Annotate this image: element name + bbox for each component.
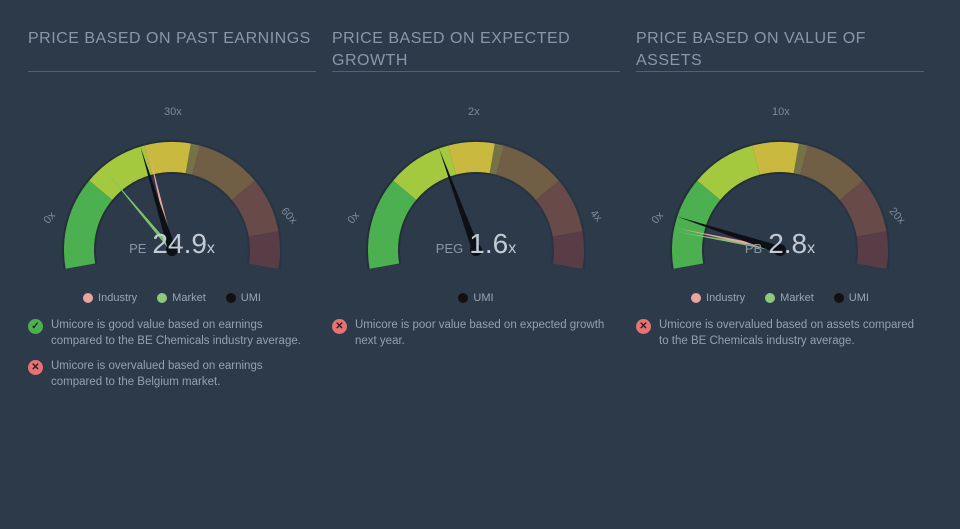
cross-icon: ✕ bbox=[332, 319, 347, 334]
dashboard: PRICE BASED ON PAST EARNINGS 0x 30x 60x … bbox=[0, 0, 960, 529]
metric-value: 24.9 bbox=[152, 228, 207, 259]
legend-market: Market bbox=[157, 292, 206, 304]
metric-value: 2.8 bbox=[768, 228, 807, 259]
cross-icon: ✕ bbox=[28, 360, 43, 375]
metric-label: PE bbox=[129, 241, 146, 256]
gauge-pb: 0x 10x 20x PB2.8x bbox=[640, 90, 920, 290]
panel-title: PRICE BASED ON PAST EARNINGS bbox=[28, 28, 316, 72]
tick-top: 30x bbox=[164, 106, 182, 118]
value-row: PEG 1.6x bbox=[336, 228, 616, 260]
gauge-pe: 0x 30x 60x PE24.9x bbox=[32, 90, 312, 290]
panel-title: PRICE BASED ON EXPECTED GROWTH bbox=[332, 28, 620, 72]
legend-label: UMI bbox=[849, 292, 869, 304]
note-text: Umicore is overvalued based on earnings … bbox=[51, 359, 316, 390]
dot-icon bbox=[691, 293, 701, 303]
note: ✕ Umicore is overvalued based on assets c… bbox=[636, 318, 924, 349]
metric-suffix: x bbox=[807, 240, 815, 257]
cross-icon: ✕ bbox=[636, 319, 651, 334]
notes: ✕ Umicore is poor value based on expected… bbox=[332, 318, 620, 349]
metric-label: PB bbox=[745, 241, 762, 256]
tick-top: 10x bbox=[772, 106, 790, 118]
dot-icon bbox=[157, 293, 167, 303]
legend-label: Industry bbox=[98, 292, 137, 304]
legend-label: UMI bbox=[473, 292, 493, 304]
legend-market: Market bbox=[765, 292, 814, 304]
metric-value: 1.6 bbox=[469, 228, 508, 259]
check-icon: ✓ bbox=[28, 319, 43, 334]
legend-label: Industry bbox=[706, 292, 745, 304]
panel-expected-growth: PRICE BASED ON EXPECTED GROWTH 0x 2x 4x … bbox=[332, 28, 636, 509]
notes: ✕ Umicore is overvalued based on assets c… bbox=[636, 318, 924, 349]
legend: Industry Market UMI bbox=[28, 292, 316, 304]
note-text: Umicore is overvalued based on assets co… bbox=[659, 318, 924, 349]
panel-title: PRICE BASED ON VALUE OF ASSETS bbox=[636, 28, 924, 72]
notes: ✓ Umicore is good value based on earnings… bbox=[28, 318, 316, 390]
dot-icon bbox=[458, 293, 468, 303]
metric-suffix: x bbox=[508, 240, 516, 257]
panel-past-earnings: PRICE BASED ON PAST EARNINGS 0x 30x 60x … bbox=[28, 28, 332, 509]
legend-label: Market bbox=[780, 292, 814, 304]
metric-suffix: x bbox=[207, 240, 215, 257]
gauge-peg: 0x 2x 4x PEG1.6x bbox=[336, 90, 616, 290]
value-row: PE 24.9x bbox=[32, 228, 312, 260]
legend: UMI bbox=[332, 292, 620, 304]
legend-umi: UMI bbox=[458, 292, 493, 304]
note: ✕ Umicore is poor value based on expected… bbox=[332, 318, 620, 349]
note: ✕ Umicore is overvalued based on earnings… bbox=[28, 359, 316, 390]
tick-top: 2x bbox=[468, 106, 480, 118]
metric-label: PEG bbox=[436, 241, 463, 256]
legend-umi: UMI bbox=[226, 292, 261, 304]
legend-umi: UMI bbox=[834, 292, 869, 304]
note-text: Umicore is good value based on earnings … bbox=[51, 318, 316, 349]
note-text: Umicore is poor value based on expected … bbox=[355, 318, 620, 349]
dot-icon bbox=[834, 293, 844, 303]
dot-icon bbox=[765, 293, 775, 303]
dot-icon bbox=[226, 293, 236, 303]
legend-label: Market bbox=[172, 292, 206, 304]
note: ✓ Umicore is good value based on earnings… bbox=[28, 318, 316, 349]
dot-icon bbox=[83, 293, 93, 303]
legend-industry: Industry bbox=[83, 292, 137, 304]
value-row: PB 2.8x bbox=[640, 228, 920, 260]
legend-label: UMI bbox=[241, 292, 261, 304]
legend: Industry Market UMI bbox=[636, 292, 924, 304]
panel-assets: PRICE BASED ON VALUE OF ASSETS 0x 10x 20… bbox=[636, 28, 940, 509]
legend-industry: Industry bbox=[691, 292, 745, 304]
